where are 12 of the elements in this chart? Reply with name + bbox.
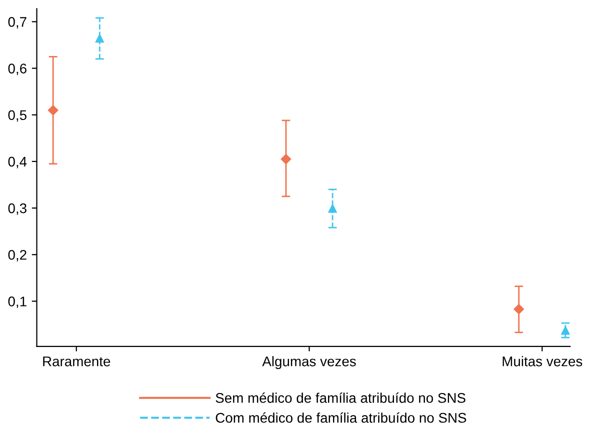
y-tick-label: 0,4 [8,156,27,168]
legend-label: Com médico de família atribuído no SNS [216,412,466,423]
x-tick-label: Algumas vezes [262,356,356,370]
y-tick-label: 0,1 [8,296,26,308]
x-tick-label: Muitas vezes [502,356,582,366]
y-tick-label: 0,3 [8,203,26,215]
y-tick-label: 0,5 [8,110,26,122]
legend-label: Sem médico de família atribuído no SNS [216,392,466,403]
y-tick-label: 0,2 [8,250,26,262]
x-tick-label: Raramente [43,356,110,366]
y-tick-label: 0,7 [8,17,26,29]
y-tick-label: 0,6 [8,64,26,76]
